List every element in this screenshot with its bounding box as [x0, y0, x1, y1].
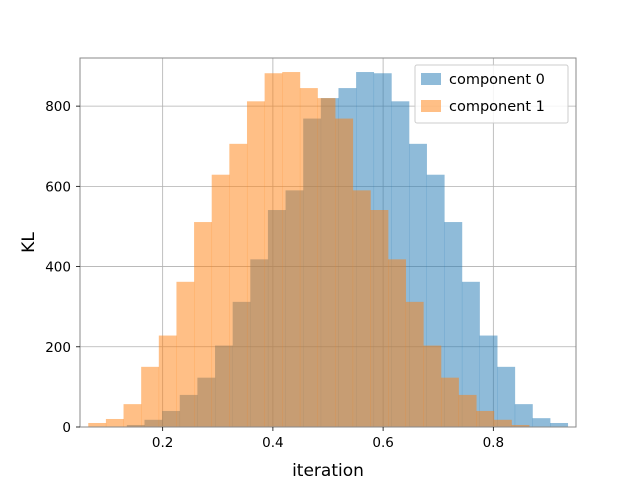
bar-component-1-18 — [405, 301, 424, 427]
bar-component-1-22 — [476, 410, 495, 427]
bar-component-1-23 — [493, 419, 512, 427]
legend-swatch-component-0 — [421, 73, 441, 85]
bar-component-1-10 — [264, 73, 283, 427]
legend-label-component-1: component 1 — [449, 99, 545, 115]
bar-component-1-3 — [141, 366, 160, 427]
bar-component-1-8 — [229, 143, 248, 427]
plot-frame — [79, 57, 577, 428]
bar-component-1-21 — [458, 394, 477, 427]
x-tick-label-1: 0.4 — [262, 435, 283, 451]
bar-component-1-0 — [88, 422, 107, 427]
bars — [88, 72, 569, 428]
bar-component-1-16 — [370, 210, 389, 427]
bar-component-1-12 — [299, 88, 318, 428]
x-axis-label: iteration — [292, 461, 364, 480]
bar-component-1-13 — [317, 98, 336, 427]
bar-component-1-7 — [211, 174, 230, 427]
bar-component-1-4 — [158, 335, 177, 427]
bar-component-0-20 — [479, 335, 498, 427]
ticks: 0.2 0.4 0.6 0.8 0 200 400 600 800 — [45, 99, 504, 451]
bar-component-0-22 — [514, 404, 533, 427]
bar-component-1-11 — [282, 72, 301, 428]
bar-component-1-2 — [123, 404, 142, 427]
y-tick-label-1: 200 — [45, 340, 71, 356]
legend: component 0 component 1 — [414, 64, 569, 124]
x-tick-label-0: 0.2 — [152, 435, 173, 451]
bar-component-1-19 — [423, 345, 442, 427]
bar-component-1-6 — [194, 222, 213, 427]
bar-component-1-24 — [511, 424, 530, 427]
x-tick-label-2: 0.6 — [372, 435, 393, 451]
y-tick-label-4: 800 — [45, 99, 71, 115]
y-tick-label-3: 600 — [45, 179, 71, 195]
bar-component-0-19 — [461, 281, 480, 427]
bar-component-1-15 — [352, 190, 371, 427]
bar-component-1-1 — [105, 418, 124, 427]
bar-component-1-9 — [246, 101, 265, 428]
y-tick-label-0: 0 — [62, 420, 71, 436]
legend-label-component-0: component 0 — [449, 72, 545, 88]
y-tick-label-2: 400 — [45, 260, 71, 276]
legend-box — [414, 64, 569, 124]
x-tick-label-3: 0.8 — [483, 435, 504, 451]
bar-component-1-5 — [176, 281, 195, 427]
bar-component-1-17 — [388, 259, 407, 427]
legend-swatch-component-1 — [421, 100, 441, 112]
bar-component-0-23 — [532, 418, 551, 427]
bar-component-0-18 — [444, 222, 463, 427]
bar-component-0-24 — [550, 422, 569, 427]
y-axis-label: KL — [19, 232, 39, 253]
bar-component-1-14 — [335, 118, 354, 427]
bar-component-0-21 — [497, 366, 516, 427]
bar-component-1-20 — [440, 377, 459, 427]
